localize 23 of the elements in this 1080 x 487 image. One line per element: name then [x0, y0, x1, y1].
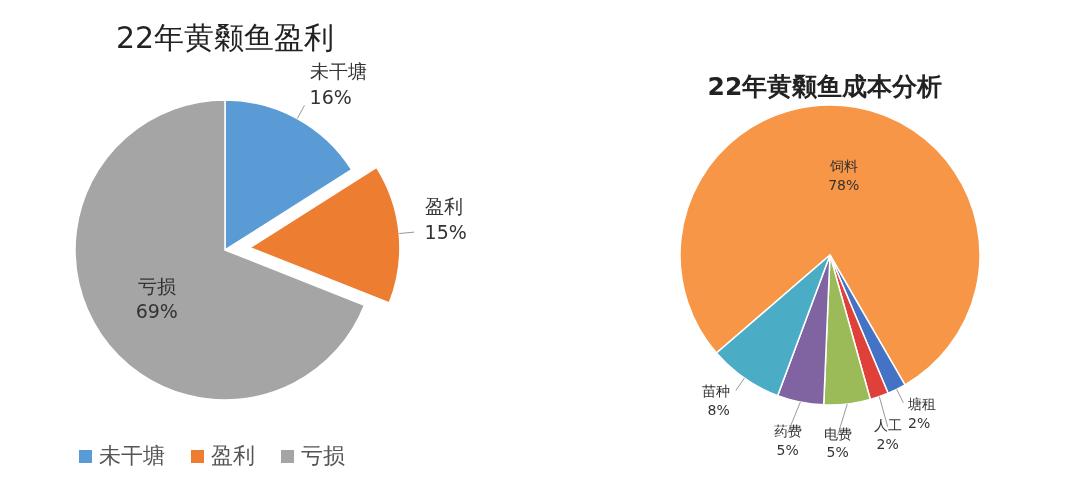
legend-label: 盈利 — [211, 443, 255, 468]
data-label: 8% — [707, 402, 730, 419]
data-label: 78% — [828, 176, 860, 193]
data-label: 15% — [424, 220, 467, 243]
data-label: 5% — [776, 442, 799, 459]
chart-title: 22年黄颡鱼成本分析 — [707, 72, 943, 101]
slice-label: 亏损 — [137, 274, 176, 297]
slice-label: 盈利 — [424, 195, 463, 218]
chart-title: 22年黄颡鱼盈利 — [115, 20, 335, 55]
slice-label: 苗种 — [701, 383, 730, 400]
slice-label: 饲料 — [828, 157, 858, 174]
slice-label: 塘租 — [907, 396, 937, 413]
data-label: 69% — [135, 300, 178, 323]
data-label: 16% — [309, 86, 352, 109]
legend-label: 亏损 — [301, 443, 345, 468]
slice-label: 未干塘 — [309, 60, 367, 83]
data-label: 2% — [876, 435, 899, 452]
slice-label: 人工 — [873, 416, 902, 433]
data-label: 2% — [908, 415, 931, 432]
data-label: 5% — [826, 444, 849, 461]
slice-label: 药费 — [773, 423, 802, 440]
slice-label: 电费 — [823, 425, 852, 442]
legend-label: 未干塘 — [99, 443, 165, 468]
